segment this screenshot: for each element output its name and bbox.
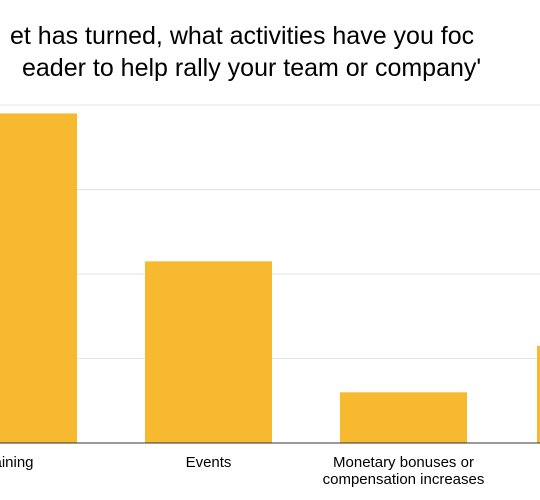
- bar: [537, 345, 540, 443]
- category-labels: aining Events Monetary bonuses orcompensat…: [0, 454, 484, 488]
- bar: [340, 392, 467, 443]
- chart-title-line-1: et has turned, what activities have you …: [10, 22, 475, 50]
- category-label: Monetary bonuses or: [333, 454, 474, 471]
- bar: [0, 113, 77, 443]
- category-label: aining: [0, 454, 34, 471]
- chart-title-line-2: eader to help rally your team or company…: [22, 54, 482, 82]
- bars: [0, 113, 540, 443]
- category-label: Events: [186, 454, 232, 471]
- category-label: compensation increases: [323, 471, 485, 488]
- bar: [145, 261, 272, 443]
